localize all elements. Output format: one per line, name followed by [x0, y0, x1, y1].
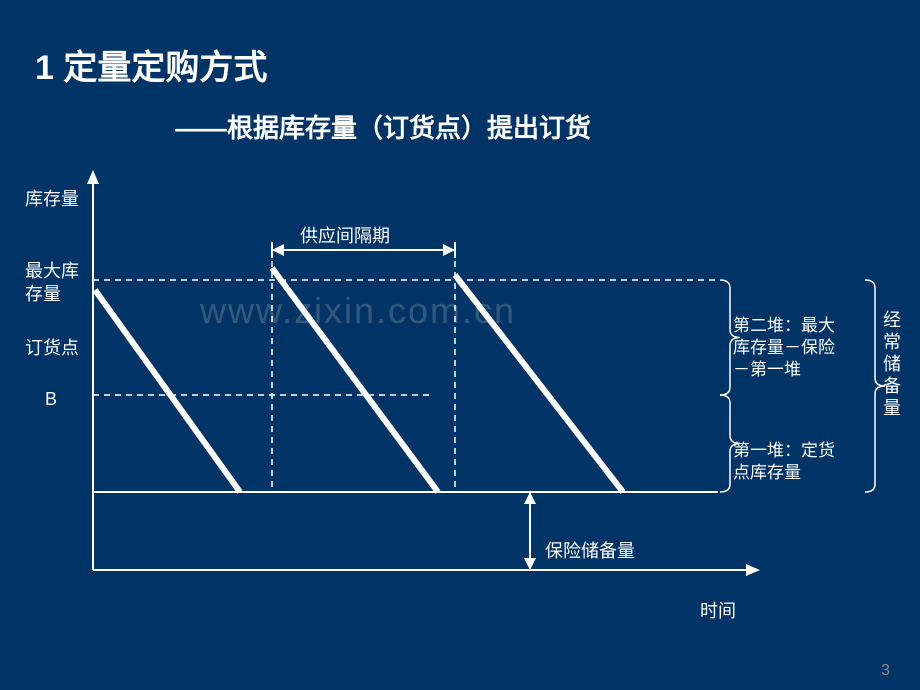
label-order-point: 订货点 [25, 337, 79, 360]
label-x-axis: 时间 [700, 600, 736, 623]
label-pile2: 第二堆：最大库存量－保险－第一堆 [733, 315, 835, 381]
label-max-stock: 最大库存量 [25, 260, 79, 307]
page-number: 3 [881, 662, 890, 680]
label-pile1: 第一堆：定货点库存量 [733, 440, 835, 484]
label-y-axis: 库存量 [25, 188, 79, 211]
label-supply-period: 供应间隔期 [300, 225, 390, 248]
label-safety-stock: 保险储备量 [545, 540, 635, 563]
label-point-b: B [45, 388, 57, 411]
label-regular-stock: 经常储备量 [878, 310, 904, 420]
